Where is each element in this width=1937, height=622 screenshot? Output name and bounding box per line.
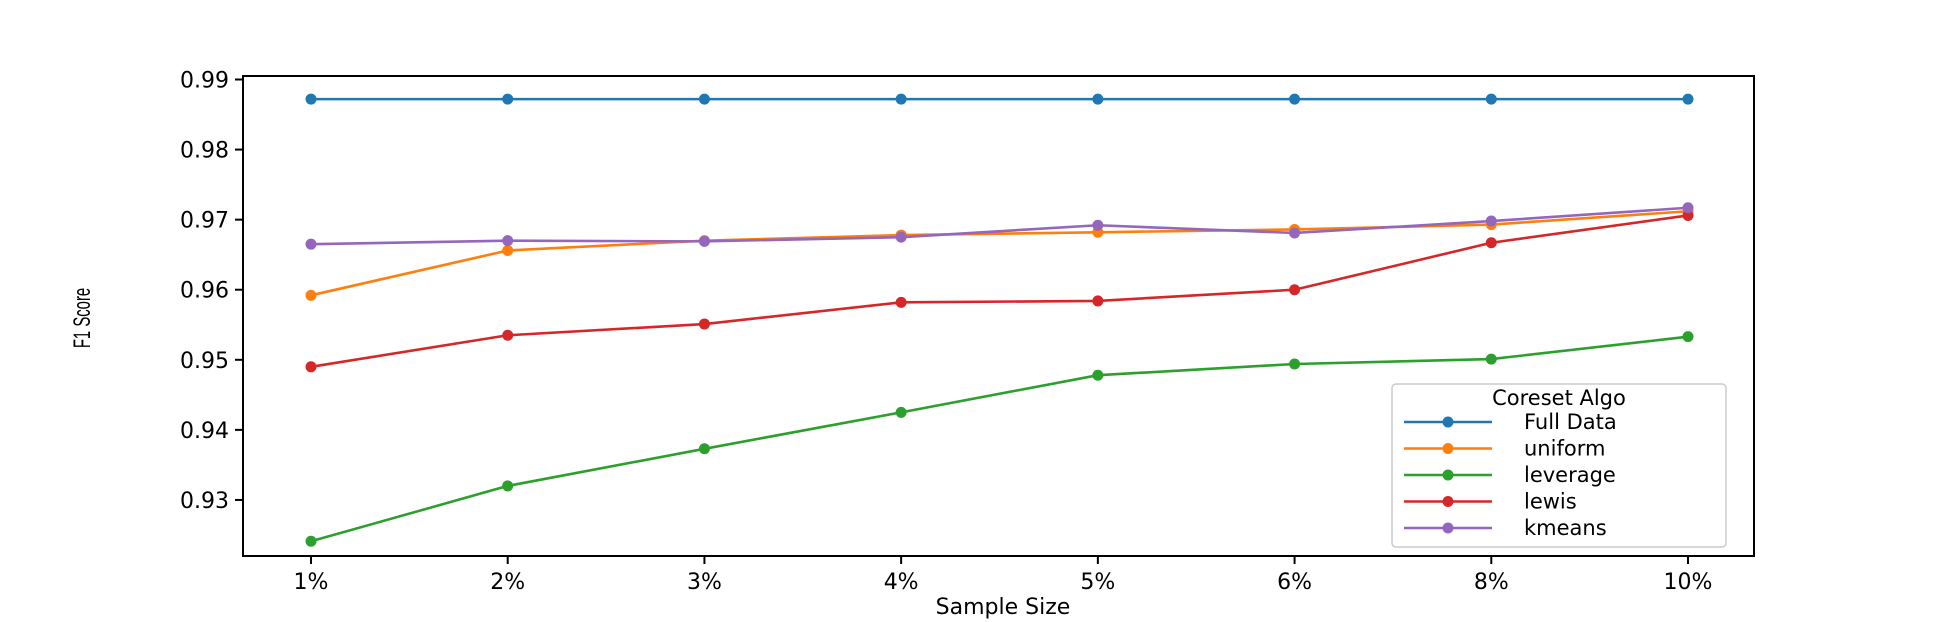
data-point bbox=[1289, 358, 1301, 370]
legend-entry: lewis bbox=[1404, 490, 1577, 514]
data-point bbox=[698, 235, 710, 247]
series-layer bbox=[305, 93, 1694, 547]
legend-swatch-marker bbox=[1442, 496, 1454, 507]
data-point bbox=[305, 289, 317, 301]
data-point bbox=[1289, 284, 1301, 296]
series-full-data bbox=[305, 93, 1694, 105]
data-point bbox=[1485, 93, 1497, 105]
data-point bbox=[502, 244, 514, 256]
legend-swatch-marker bbox=[1442, 522, 1454, 534]
data-point bbox=[1485, 353, 1497, 365]
x-tick-label: 5% bbox=[1080, 570, 1115, 595]
data-point bbox=[895, 231, 907, 243]
series-line bbox=[310, 206, 1689, 246]
data-point bbox=[1682, 93, 1694, 105]
data-point bbox=[1289, 227, 1301, 239]
legend-label: lewis bbox=[1524, 490, 1577, 514]
y-tick-label: 0.96 bbox=[180, 279, 229, 304]
series-line bbox=[310, 209, 1689, 297]
data-point bbox=[305, 238, 317, 250]
data-point bbox=[1682, 209, 1694, 221]
legend-label: leverage bbox=[1524, 463, 1616, 487]
plot-frame bbox=[242, 75, 1755, 557]
x-tick-label: 8% bbox=[1474, 570, 1509, 595]
data-point bbox=[1289, 93, 1301, 105]
data-point bbox=[502, 480, 514, 492]
series-lewis bbox=[305, 209, 1694, 373]
data-point bbox=[1485, 215, 1497, 227]
data-point bbox=[895, 296, 907, 308]
legend-label: kmeans bbox=[1524, 516, 1607, 540]
plot-area bbox=[242, 75, 1755, 557]
series-line bbox=[310, 335, 1689, 543]
data-point bbox=[502, 329, 514, 341]
legend-label: uniform bbox=[1524, 437, 1605, 461]
x-axis-label: Sample Size bbox=[936, 595, 1071, 620]
series-uniform bbox=[305, 205, 1694, 301]
x-tick-label: 4% bbox=[884, 570, 919, 595]
y-axis-label: F1 Score bbox=[70, 288, 96, 348]
data-point bbox=[1092, 295, 1104, 307]
data-point bbox=[1092, 219, 1104, 231]
data-point bbox=[698, 443, 710, 455]
x-tick-label: 1% bbox=[294, 570, 329, 595]
y-tick-label: 0.99 bbox=[180, 69, 229, 94]
data-point bbox=[305, 535, 317, 547]
x-tick-label: 6% bbox=[1277, 570, 1312, 595]
data-point bbox=[895, 406, 907, 418]
data-point bbox=[1682, 331, 1694, 343]
data-point bbox=[1092, 93, 1104, 105]
legend-entry: uniform bbox=[1404, 437, 1605, 461]
x-tick-label: 3% bbox=[687, 570, 722, 595]
legend-title: Coreset Algo bbox=[1492, 386, 1626, 410]
data-point bbox=[305, 361, 317, 373]
legend-entry: Full Data bbox=[1404, 410, 1617, 434]
x-axis: 1% 2% 3% 4% 5% 6% 8% 10% bbox=[294, 556, 1713, 595]
y-tick-label: 0.95 bbox=[180, 349, 229, 374]
data-point bbox=[502, 235, 514, 247]
series-line bbox=[310, 214, 1689, 369]
y-axis: 0.93 0.94 0.95 0.96 0.97 0.98 0.99 bbox=[180, 69, 243, 514]
series-kmeans bbox=[305, 202, 1694, 250]
legend-swatch-marker bbox=[1442, 469, 1454, 481]
legend-entry: kmeans bbox=[1404, 516, 1607, 540]
data-point bbox=[698, 318, 710, 330]
y-tick-label: 0.97 bbox=[180, 209, 229, 234]
data-point bbox=[895, 93, 907, 105]
legend-swatch-marker bbox=[1442, 443, 1454, 454]
x-tick-label: 2% bbox=[490, 570, 525, 595]
y-tick-label: 0.94 bbox=[180, 419, 229, 444]
legend-label: Full Data bbox=[1524, 410, 1617, 434]
y-tick-label: 0.93 bbox=[180, 489, 229, 514]
y-tick-label: 0.98 bbox=[180, 139, 229, 164]
x-tick-label: 10% bbox=[1664, 570, 1713, 595]
data-point bbox=[502, 93, 514, 105]
legend-swatch-marker bbox=[1442, 416, 1454, 428]
legend-entry: leverage bbox=[1404, 463, 1616, 487]
data-point bbox=[698, 93, 710, 105]
data-point bbox=[1485, 237, 1497, 249]
series-leverage bbox=[305, 331, 1694, 547]
data-point bbox=[1092, 369, 1104, 381]
data-point bbox=[1682, 202, 1694, 214]
legend-box bbox=[1391, 383, 1727, 548]
data-point bbox=[305, 93, 317, 105]
